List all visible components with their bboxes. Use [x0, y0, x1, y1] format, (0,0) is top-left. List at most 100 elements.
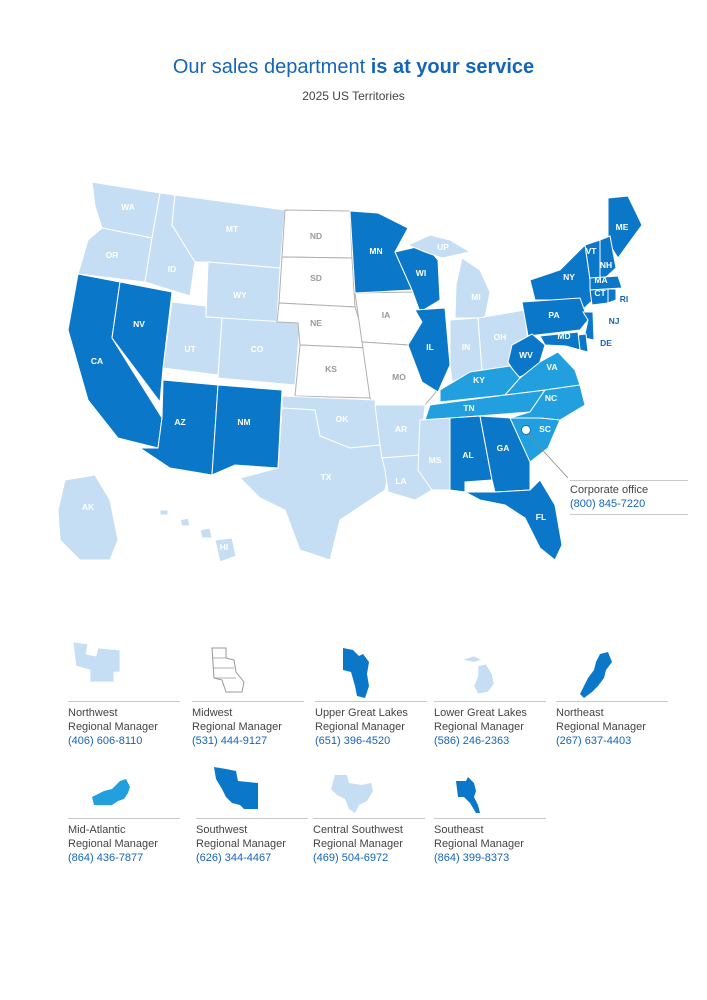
state-label-nm: NM	[237, 417, 250, 427]
region-name: Southwest	[196, 824, 248, 836]
state-label-ut: UT	[184, 344, 196, 354]
state-label-ks: KS	[325, 364, 337, 374]
corporate-office-phone[interactable]: (800) 845-7220	[570, 498, 646, 510]
state-label-hi: HI	[220, 542, 229, 552]
state-label-id: ID	[168, 264, 177, 274]
state-label-tn: TN	[463, 403, 474, 413]
region-role: Regional Manager	[315, 721, 405, 733]
corporate-office-leader-line	[525, 431, 569, 479]
southeast-region-icon	[456, 777, 480, 813]
state-MD[interactable]	[539, 331, 581, 351]
region-name: Central Southwest	[313, 824, 403, 836]
region-phone[interactable]: (406) 606-8110	[68, 735, 143, 747]
region-card-upper-great-lakes: Upper Great Lakes Regional Manager (651)…	[315, 640, 440, 748]
region-role: Regional Manager	[434, 838, 524, 850]
region-card-northeast: Northeast Regional Manager (267) 637-440…	[556, 640, 681, 748]
corporate-office-callout: Corporate office (800) 845-7220	[570, 483, 690, 511]
state-label-or: OR	[106, 250, 119, 260]
state-FL[interactable]	[464, 479, 563, 561]
region-phone[interactable]: (626) 344-4467	[196, 852, 272, 864]
region-role: Regional Manager	[196, 838, 286, 850]
page-title: Our sales department is at your service	[0, 56, 707, 79]
region-phone[interactable]: (267) 637-4403	[556, 735, 632, 747]
state-OR[interactable]	[77, 227, 153, 283]
corporate-office-rule-top	[570, 480, 688, 481]
state-label-il: IL	[426, 342, 434, 352]
region-rule	[68, 818, 180, 819]
lower-great-lakes-region-icon	[461, 655, 495, 695]
state-label-ct: CT	[594, 288, 606, 298]
region-phone[interactable]: (864) 399-8373	[434, 852, 510, 864]
mid-atlantic-region-icon	[92, 779, 130, 805]
region-rule	[196, 818, 308, 819]
state-label-co: CO	[251, 344, 264, 354]
region-name: Southeast	[434, 824, 484, 836]
state-label-de: DE	[600, 338, 612, 348]
state-MI[interactable]	[454, 257, 491, 319]
state-NH[interactable]	[599, 235, 617, 279]
region-name: Northeast	[556, 707, 604, 719]
region-rule	[556, 701, 668, 702]
state-NM[interactable]	[211, 384, 283, 476]
region-name: Lower Great Lakes	[434, 707, 527, 719]
state-label-nv: NV	[133, 319, 145, 329]
state-label-wv: WV	[519, 350, 533, 360]
region-phone[interactable]: (651) 396-4520	[315, 735, 391, 747]
state-AK[interactable]	[57, 474, 119, 561]
region-phone[interactable]: (586) 246-2363	[434, 735, 510, 747]
state-RI[interactable]	[607, 288, 617, 304]
us-territory-map: WA OR ID MT WY UT CO ND SD NE KS IA MO MN WI IL UP MI IN OH…	[57, 181, 643, 563]
state-label-fl: FL	[536, 512, 546, 522]
region-phone[interactable]: (531) 444-9127	[192, 735, 268, 747]
state-UP[interactable]	[406, 234, 472, 259]
region-role: Regional Manager	[68, 838, 158, 850]
state-MA[interactable]	[589, 275, 623, 291]
state-NV[interactable]	[111, 281, 173, 404]
state-NJ[interactable]	[582, 311, 595, 341]
state-label-nd: ND	[310, 231, 322, 241]
state-TX[interactable]	[239, 407, 391, 561]
state-label-nj: NJ	[609, 316, 620, 326]
page-subtitle: 2025 US Territories	[302, 89, 405, 103]
state-label-nc: NC	[545, 393, 557, 403]
region-rule	[434, 818, 546, 819]
state-HI[interactable]	[159, 509, 237, 563]
northeast-region-icon	[580, 652, 612, 698]
state-IL[interactable]	[407, 307, 451, 393]
state-ME[interactable]	[607, 195, 643, 259]
state-label-az: AZ	[174, 417, 185, 427]
state-label-oh: OH	[494, 332, 507, 342]
state-label-ak: AK	[82, 502, 95, 512]
region-name: Upper Great Lakes	[315, 707, 408, 719]
region-name: Mid-Atlantic	[68, 824, 126, 836]
state-PA[interactable]	[521, 297, 589, 337]
state-label-mt: MT	[226, 224, 239, 234]
state-CO[interactable]	[217, 317, 301, 386]
state-label-up: UP	[437, 242, 449, 252]
region-phone[interactable]: (864) 436-7877	[68, 852, 144, 864]
state-label-mn: MN	[369, 246, 382, 256]
state-MS[interactable]	[417, 417, 451, 491]
region-name: Midwest	[192, 707, 233, 719]
region-phone[interactable]: (469) 504-6972	[313, 852, 389, 864]
state-label-nh: NH	[600, 260, 612, 270]
state-label-wa: WA	[121, 202, 135, 212]
state-label-ma: MA	[594, 275, 607, 285]
state-label-la: LA	[395, 476, 406, 486]
corporate-office-rule-bottom	[570, 514, 688, 515]
state-label-ri: RI	[620, 294, 629, 304]
region-rule	[315, 701, 427, 702]
state-label-sc: SC	[539, 424, 551, 434]
state-label-sd: SD	[310, 273, 322, 283]
region-role: Regional Manager	[556, 721, 646, 733]
state-label-wy: WY	[233, 290, 247, 300]
region-card-southwest: Southwest Regional Manager (626) 344-446…	[196, 757, 321, 865]
state-label-vt: VT	[586, 246, 598, 256]
corporate-office-label: Corporate office	[570, 484, 649, 496]
region-card-lower-great-lakes: Lower Great Lakes Regional Manager (586)…	[434, 640, 559, 748]
corporate-office-marker[interactable]	[521, 425, 531, 435]
state-label-md: MD	[557, 331, 570, 341]
state-label-ny: NY	[563, 272, 575, 282]
state-label-me: ME	[616, 222, 629, 232]
state-label-mi: MI	[471, 292, 480, 302]
